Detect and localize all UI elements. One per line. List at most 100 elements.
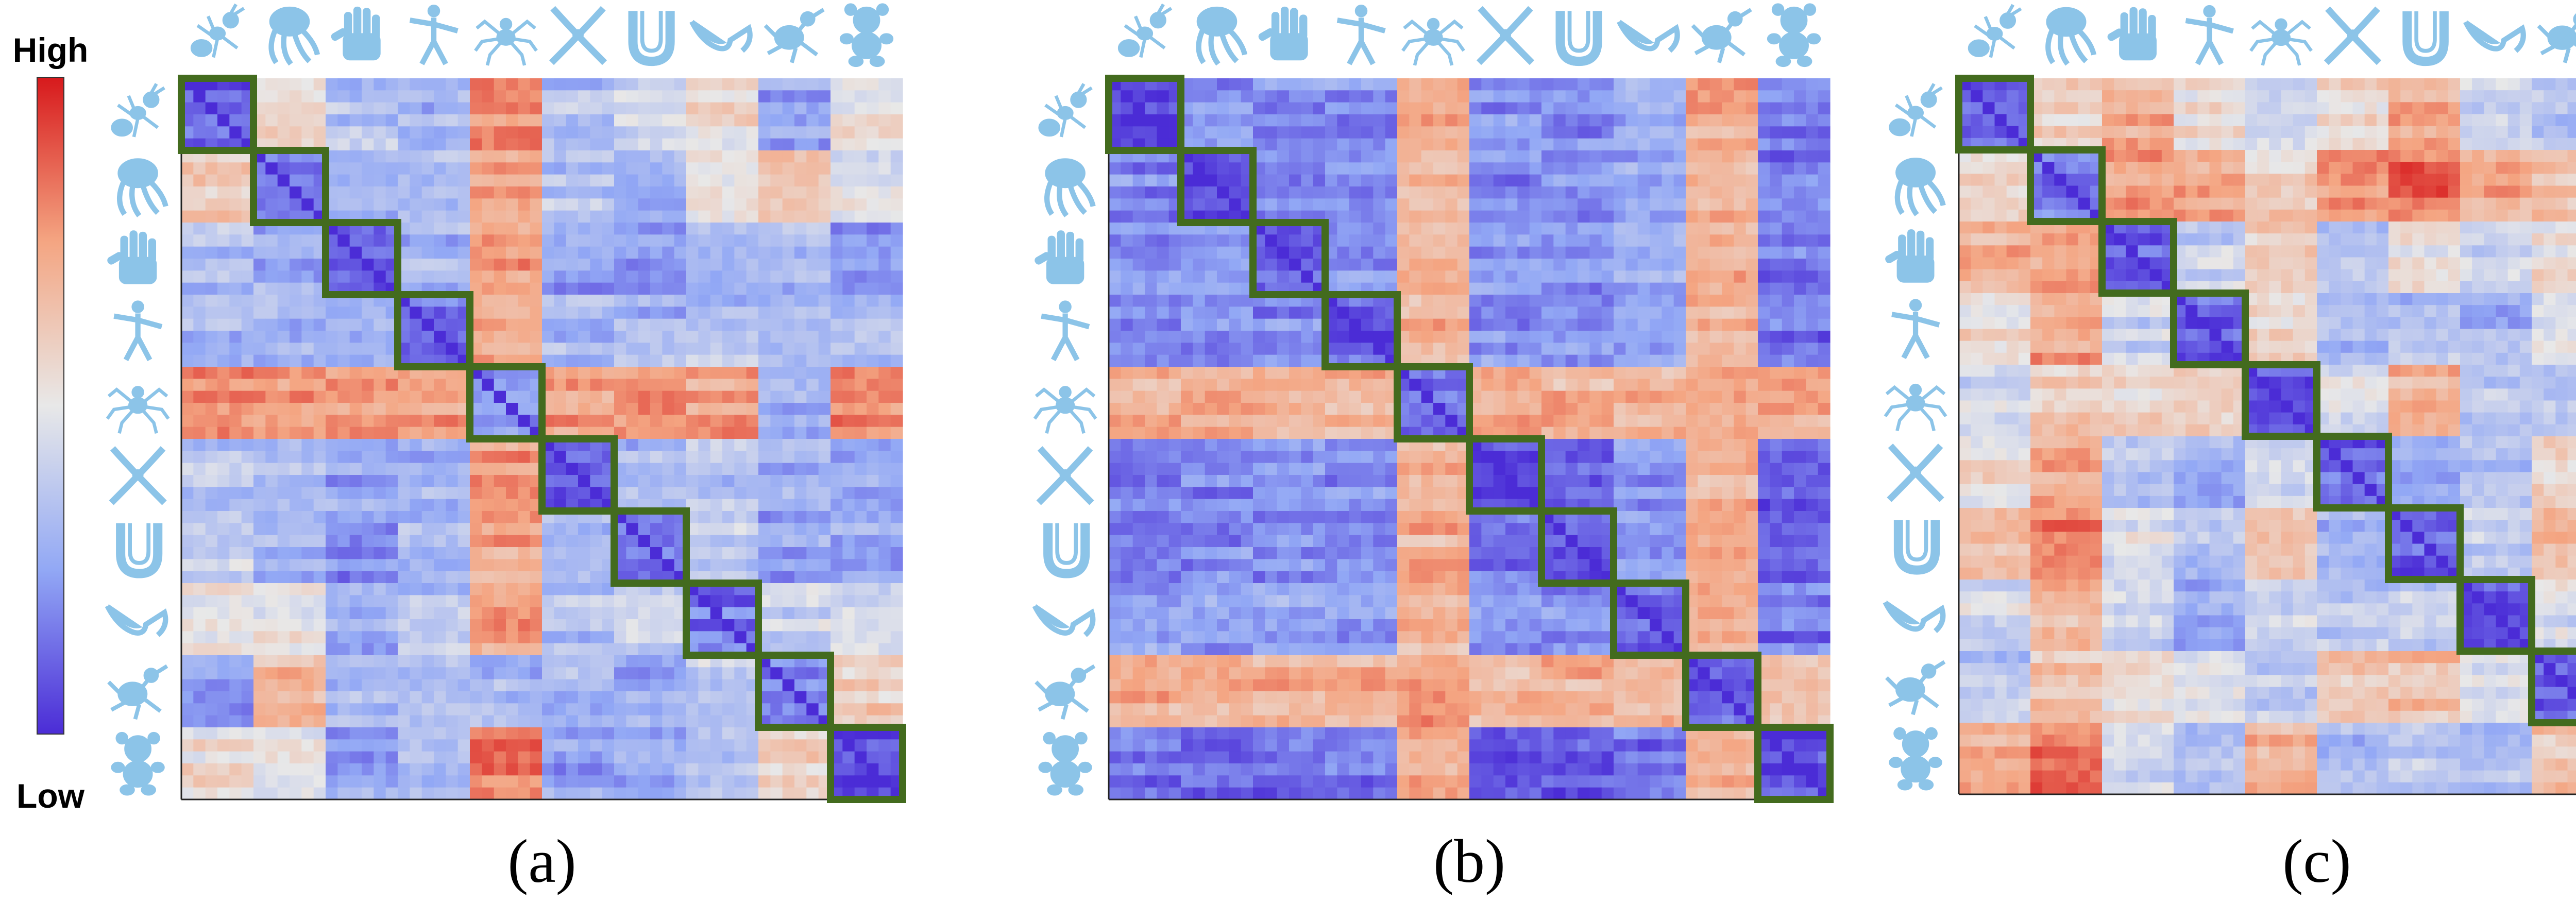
teddy-bear-icon (111, 731, 165, 796)
heatmap-cell (686, 354, 699, 367)
heatmap-cell (421, 751, 434, 764)
heatmap-cell (421, 547, 434, 559)
heatmap-cell (710, 439, 723, 451)
heatmap-cell (434, 751, 446, 764)
heatmap-cell (662, 162, 675, 175)
heatmap-cell (1217, 343, 1229, 355)
heatmap-cell (566, 126, 579, 139)
heatmap-cell (1709, 174, 1722, 187)
heatmap-cell (1553, 126, 1566, 139)
heatmap-cell (806, 379, 819, 391)
heatmap-cell (1217, 198, 1229, 211)
heatmap-cell (566, 739, 579, 752)
heatmap-cell (1145, 234, 1157, 247)
heatmap-cell (842, 150, 855, 163)
heatmap-cell (770, 511, 783, 523)
heatmap-cell (1541, 102, 1554, 115)
heatmap-cell (734, 703, 747, 716)
heatmap-cell (818, 331, 831, 343)
heatmap-cell (1457, 259, 1470, 271)
heatmap-cell (313, 451, 326, 464)
heatmap-cell (638, 150, 651, 163)
heatmap-cell (758, 499, 771, 512)
heatmap-cell (277, 667, 290, 680)
heatmap-cell (842, 667, 855, 680)
heatmap-cell (1553, 246, 1566, 259)
heatmap-cell (1529, 306, 1542, 319)
heatmap-cell (181, 619, 194, 632)
heatmap-cell (1469, 198, 1482, 211)
heatmap-cell (1145, 223, 1157, 235)
heatmap-cell (374, 114, 386, 127)
heatmap-cell (1132, 234, 1145, 247)
heatmap-cell (1782, 126, 1794, 139)
heatmap-cell (326, 607, 338, 620)
heatmap-cell (590, 282, 603, 295)
heatmap-cell (337, 246, 350, 259)
heatmap-cell (1421, 186, 1434, 199)
heatmap-cell (349, 571, 362, 584)
heatmap-cell (842, 559, 855, 572)
heatmap-cell (1445, 282, 1458, 295)
heatmap-cell (1145, 246, 1157, 259)
heatmap-cell (530, 295, 543, 307)
heatmap-cell (782, 210, 795, 223)
heatmap-cell (662, 607, 675, 620)
heatmap-cell (1337, 138, 1350, 151)
heatmap-cell (1578, 354, 1590, 367)
heatmap-cell (1121, 295, 1133, 307)
heatmap-cell (205, 559, 218, 572)
heatmap-cell (770, 403, 783, 415)
heatmap-cell (734, 487, 747, 500)
heatmap-cell (746, 295, 759, 307)
heatmap-cell (1217, 246, 1229, 259)
heatmap-cell (1722, 198, 1734, 211)
heatmap-cell (878, 739, 891, 752)
heatmap-cell (1553, 90, 1566, 103)
heatmap-cell (878, 223, 891, 235)
heatmap-cell (782, 583, 795, 595)
heatmap-cell (1806, 114, 1819, 127)
heatmap-cell (794, 318, 807, 331)
heatmap-cell (602, 78, 615, 91)
heatmap-cell (410, 607, 422, 620)
heatmap-cell (518, 499, 531, 512)
heatmap-cell (1818, 223, 1831, 235)
heatmap-cell (662, 787, 675, 800)
heatmap-cell (457, 535, 470, 548)
heatmap-cell (1709, 186, 1722, 199)
heatmap-cell (398, 691, 410, 704)
heatmap-cell (446, 318, 459, 331)
heatmap-cell (542, 282, 554, 295)
heatmap-cell (722, 367, 735, 379)
heatmap-cell (1421, 78, 1434, 91)
heatmap-cell (542, 535, 554, 548)
heatmap-cell (710, 246, 723, 259)
heatmap-cell (229, 655, 242, 668)
heatmap-cell (626, 174, 639, 187)
heatmap-cell (590, 715, 603, 728)
heatmap-cell (205, 475, 218, 487)
heatmap-cell (698, 439, 711, 451)
heatmap-cell (217, 691, 230, 704)
heatmap-cell (698, 523, 711, 536)
heatmap-cell (265, 475, 278, 487)
heatmap-cell (1529, 354, 1542, 367)
heatmap-cell (205, 246, 218, 259)
heatmap-cell (217, 787, 230, 800)
heatmap-cell (662, 631, 675, 644)
heatmap-cell (542, 90, 554, 103)
heatmap-cell (253, 318, 266, 331)
heatmap-cell (1277, 114, 1290, 127)
heatmap-cell (1481, 150, 1494, 163)
heatmap-cell (470, 559, 482, 572)
heatmap-cell (265, 162, 278, 175)
heatmap-cell (638, 306, 651, 319)
heatmap-cell (890, 499, 903, 512)
heatmap-cell (554, 295, 567, 307)
heatmap-cell (746, 439, 759, 451)
heatmap-cell (831, 403, 843, 415)
heatmap-cell (1433, 198, 1446, 211)
heatmap-cell (1698, 102, 1710, 115)
heatmap-cell (1650, 90, 1662, 103)
